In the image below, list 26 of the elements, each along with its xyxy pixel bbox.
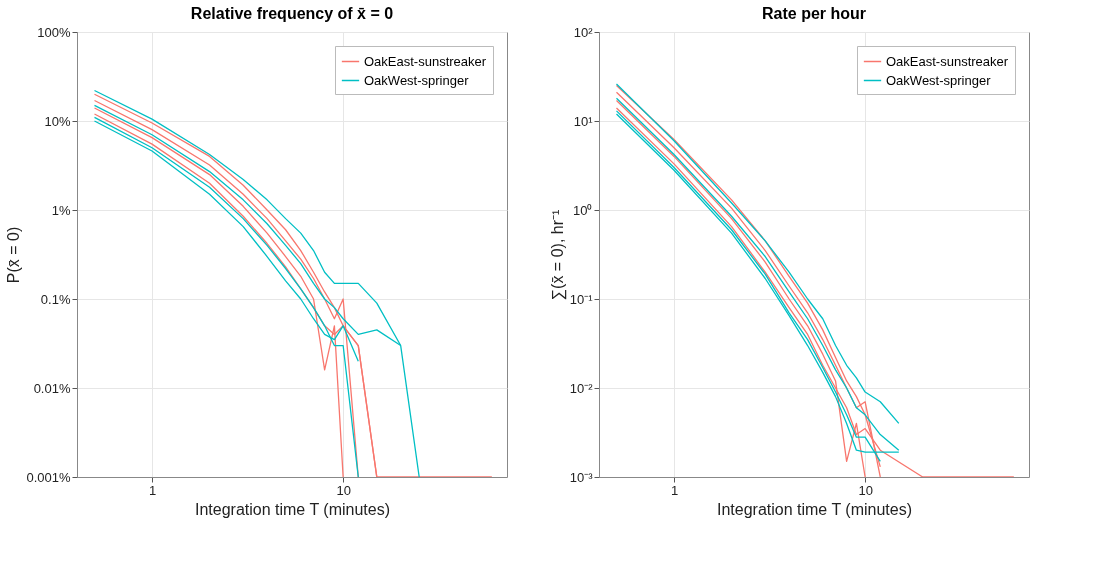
y-tick-label: 0.01% xyxy=(33,380,71,396)
x-tick-label: 1 xyxy=(670,482,679,498)
chart-title: Relative frequency of x̄ = 0 xyxy=(190,5,394,22)
x-tick-label: 1 xyxy=(148,482,157,498)
y-tick-label: 0.001% xyxy=(26,469,71,485)
y-tick-label: 10² xyxy=(573,24,594,40)
y-tick-label: 0.1% xyxy=(40,291,71,307)
y-tick-label: 10% xyxy=(44,113,71,129)
x-axis-title: Integration time T (minutes) xyxy=(716,500,913,518)
chart-title: Rate per hour xyxy=(761,5,867,22)
y-axis-title: ∑(x̄ = 0), hr⁻¹ xyxy=(548,209,567,301)
y-tick-label: 10⁻¹ xyxy=(569,291,594,307)
y-tick-label: 10⁰ xyxy=(573,202,593,218)
x-tick-label: 10 xyxy=(858,482,873,498)
legend-label: OakEast-sunstreaker xyxy=(364,53,487,69)
y-axis-title: P(x̄ = 0) xyxy=(5,226,23,284)
y-tick-label: 1% xyxy=(51,202,71,218)
y-tick-label: 100% xyxy=(37,24,71,40)
legend-label: OakWest-springer xyxy=(364,72,470,88)
y-tick-label: 10⁻³ xyxy=(569,469,594,485)
legend-label: OakWest-springer xyxy=(886,72,992,88)
y-tick-label: 10⁻² xyxy=(569,380,594,396)
x-axis-title: Integration time T (minutes) xyxy=(194,500,391,518)
y-tick-label: 10¹ xyxy=(573,113,594,129)
legend-label: OakEast-sunstreaker xyxy=(886,53,1009,69)
x-tick-label: 10 xyxy=(336,482,351,498)
